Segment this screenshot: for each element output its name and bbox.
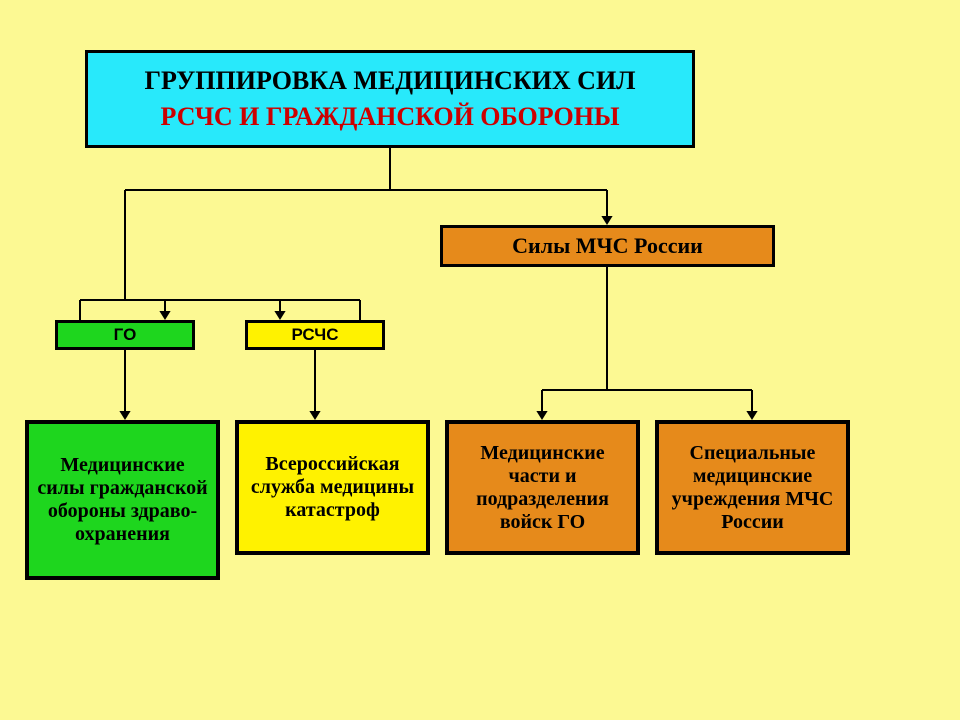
leaf-rschs-box: Всероссийская служба медицины катастроф — [235, 420, 430, 555]
leaf-mchs2-label: Специальные медицинские учреждения МЧС Р… — [665, 442, 840, 534]
title-line-1: ГРУППИРОВКА МЕДИЦИНСКИХ СИЛ — [144, 66, 635, 96]
leaf-mchs1-box: Медицинские части и подразделения войск … — [445, 420, 640, 555]
title-line-2: РСЧС И ГРАЖДАНСКОЙ ОБОРОНЫ — [144, 102, 635, 132]
rschs-box: РСЧС — [245, 320, 385, 350]
mchs-label: Силы МЧС России — [512, 233, 703, 258]
go-label: ГО — [114, 325, 137, 345]
rschs-label: РСЧС — [292, 325, 339, 345]
leaf-rschs-label: Всероссийская служба медицины катастроф — [245, 453, 420, 522]
leaf-go-box: Медицинские силы гражданской обороны здр… — [25, 420, 220, 580]
leaf-mchs1-label: Медицинские части и подразделения войск … — [455, 442, 630, 534]
mchs-box: Силы МЧС России — [440, 225, 775, 267]
leaf-go-label: Медицинские силы гражданской обороны здр… — [35, 454, 210, 546]
title-box: ГРУППИРОВКА МЕДИЦИНСКИХ СИЛ РСЧС И ГРАЖД… — [85, 50, 695, 148]
go-box: ГО — [55, 320, 195, 350]
leaf-mchs2-box: Специальные медицинские учреждения МЧС Р… — [655, 420, 850, 555]
